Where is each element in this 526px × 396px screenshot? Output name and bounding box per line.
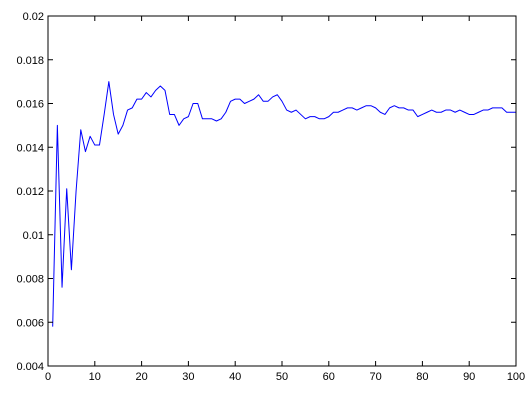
y-tick-label: 0.02 [23,11,44,23]
x-tick-label: 100 [507,371,525,383]
x-tick-label: 60 [323,371,335,383]
x-tick-label: 90 [463,371,475,383]
y-tick-label: 0.006 [16,317,44,329]
y-tick-label: 0.01 [23,230,44,242]
x-tick-label: 0 [45,371,51,383]
axis-tick-labels: 0 10 20 30 40 50 60 70 80 90 100 0.004 0.006 0.008 0.0… [16,11,525,383]
y-tick-label: 0.012 [16,186,44,198]
x-tick-label: 80 [416,371,428,383]
y-tick-label: 0.004 [16,361,44,373]
plot-area [52,81,516,327]
axes-frame [47,15,517,367]
x-tick-label: 20 [135,371,147,383]
series-line [52,81,516,327]
y-tick-label: 0.018 [16,55,44,67]
x-tick-label: 10 [89,371,101,383]
x-tick-label: 50 [276,371,288,383]
y-tick-label: 0.014 [16,142,44,154]
y-tick-label: 0.016 [16,99,44,111]
y-tick-label: 0.008 [16,274,44,286]
x-tick-label: 40 [229,371,241,383]
x-tick-label: 30 [182,371,194,383]
x-tick-label: 70 [369,371,381,383]
